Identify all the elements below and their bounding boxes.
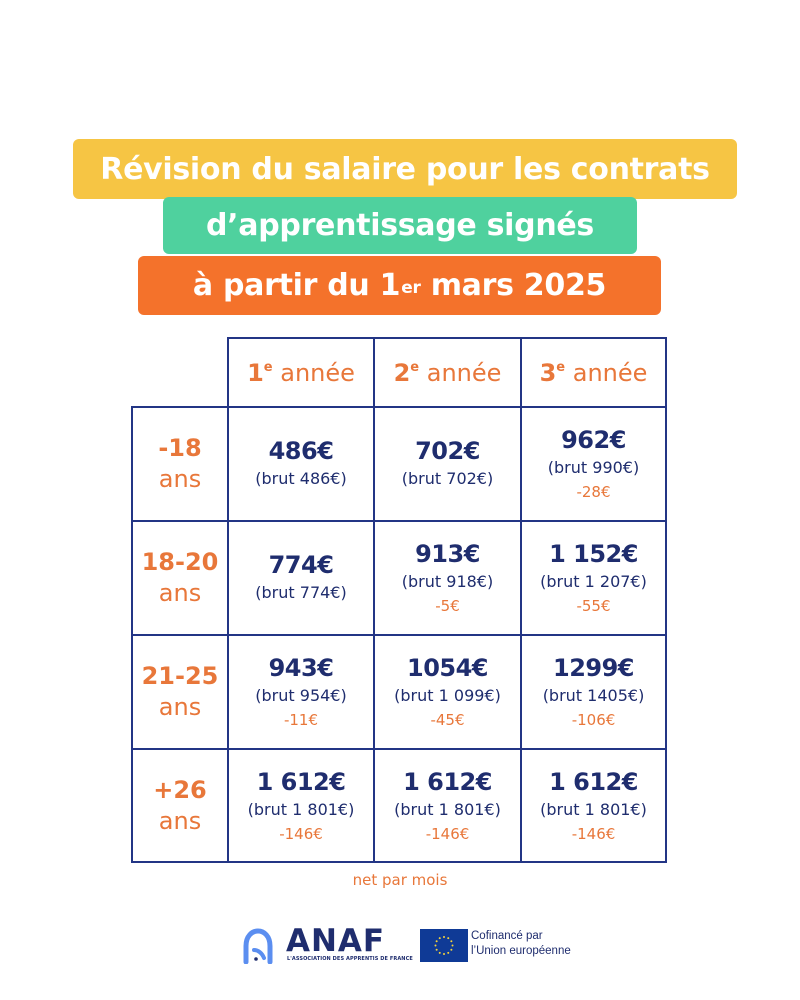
anaf-tagline: L'ASSOCIATION DES APPRENTIS DE FRANCE [287,956,413,962]
column-header-year-2: 2e année [373,337,522,408]
title-line3-prefix: à partir du 1 [192,268,401,303]
salary-cell: 1299€ (brut 1405€) -106€ [520,634,667,750]
salary-cell: 1 612€ (brut 1 801€) -146€ [373,748,522,863]
title-banner-line2: d’apprentissage signés [163,197,637,254]
salary-cell: 486€ (brut 486€) [227,406,375,522]
column-header-year-3: 3e année [520,337,667,408]
row-header-age: 18-20 ans [131,520,229,636]
title-banner-line3: à partir du 1 er mars 2025 [138,256,661,315]
title-banner-line1: Révision du salaire pour les contrats [73,139,737,199]
eu-flag-icon [420,929,468,962]
salary-cell: 702€ (brut 702€) [373,406,522,522]
salary-cell: 943€ (brut 954€) -11€ [227,634,375,750]
row-header-age: +26 ans [131,748,229,863]
salary-cell: 1 612€ (brut 1 801€) -146€ [227,748,375,863]
salary-cell: 913€ (brut 918€) -5€ [373,520,522,636]
title-line3-suffix: mars 2025 [420,268,607,303]
salary-cell: 962€ (brut 990€) -28€ [520,406,667,522]
title-line3-sup: er [401,277,421,298]
salary-cell: 1 612€ (brut 1 801€) -146€ [520,748,667,863]
title-line1: Révision du salaire pour les contrats [100,151,710,187]
row-header-age: -18 ans [131,406,229,522]
salary-cell: 774€ (brut 774€) [227,520,375,636]
column-header-year-1: 1e année [227,337,375,408]
anaf-name: ANAF [286,923,386,959]
footnote-net-par-mois: net par mois [352,871,448,889]
salary-cell: 1 152€ (brut 1 207€) -55€ [520,520,667,636]
salary-cell: 1054€ (brut 1 099€) -45€ [373,634,522,750]
eu-cofunding-text: Cofinancé par l’Union européenne [471,930,571,957]
title-line2: d’apprentissage signés [206,208,594,243]
salary-table: 1e année 2e année 3e année -18 ans 486€ … [131,337,667,863]
anaf-arch-icon [243,928,273,964]
row-header-age: 21-25 ans [131,634,229,750]
anaf-logo: ANAF L'ASSOCIATION DES APPRENTIS DE FRAN… [240,923,413,966]
